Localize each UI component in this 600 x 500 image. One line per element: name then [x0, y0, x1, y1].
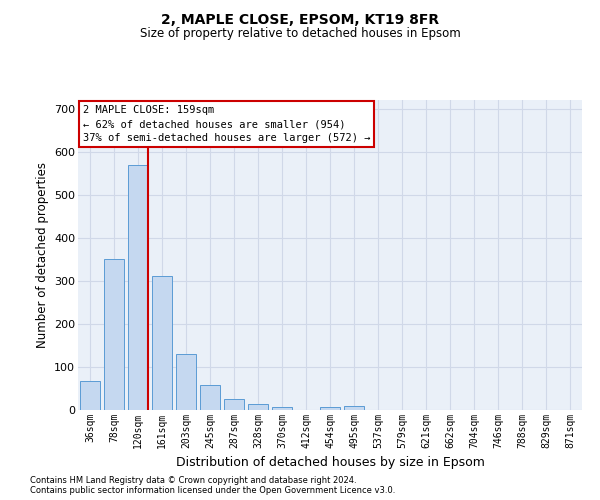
Bar: [344, 406, 364, 410]
Bar: [248, 404, 268, 410]
Bar: [224, 399, 244, 410]
Bar: [104, 260, 124, 410]
Bar: [80, 380, 100, 410]
Bar: [320, 406, 340, 410]
Bar: [152, 276, 172, 410]
Bar: [128, 164, 148, 410]
Bar: [272, 407, 292, 410]
Text: Contains HM Land Registry data © Crown copyright and database right 2024.: Contains HM Land Registry data © Crown c…: [30, 476, 356, 485]
Bar: [176, 354, 196, 410]
Text: Size of property relative to detached houses in Epsom: Size of property relative to detached ho…: [140, 28, 460, 40]
X-axis label: Distribution of detached houses by size in Epsom: Distribution of detached houses by size …: [176, 456, 484, 469]
Text: 2, MAPLE CLOSE, EPSOM, KT19 8FR: 2, MAPLE CLOSE, EPSOM, KT19 8FR: [161, 12, 439, 26]
Bar: [200, 386, 220, 410]
Text: Contains public sector information licensed under the Open Government Licence v3: Contains public sector information licen…: [30, 486, 395, 495]
Text: 2 MAPLE CLOSE: 159sqm
← 62% of detached houses are smaller (954)
37% of semi-det: 2 MAPLE CLOSE: 159sqm ← 62% of detached …: [83, 105, 370, 143]
Y-axis label: Number of detached properties: Number of detached properties: [35, 162, 49, 348]
